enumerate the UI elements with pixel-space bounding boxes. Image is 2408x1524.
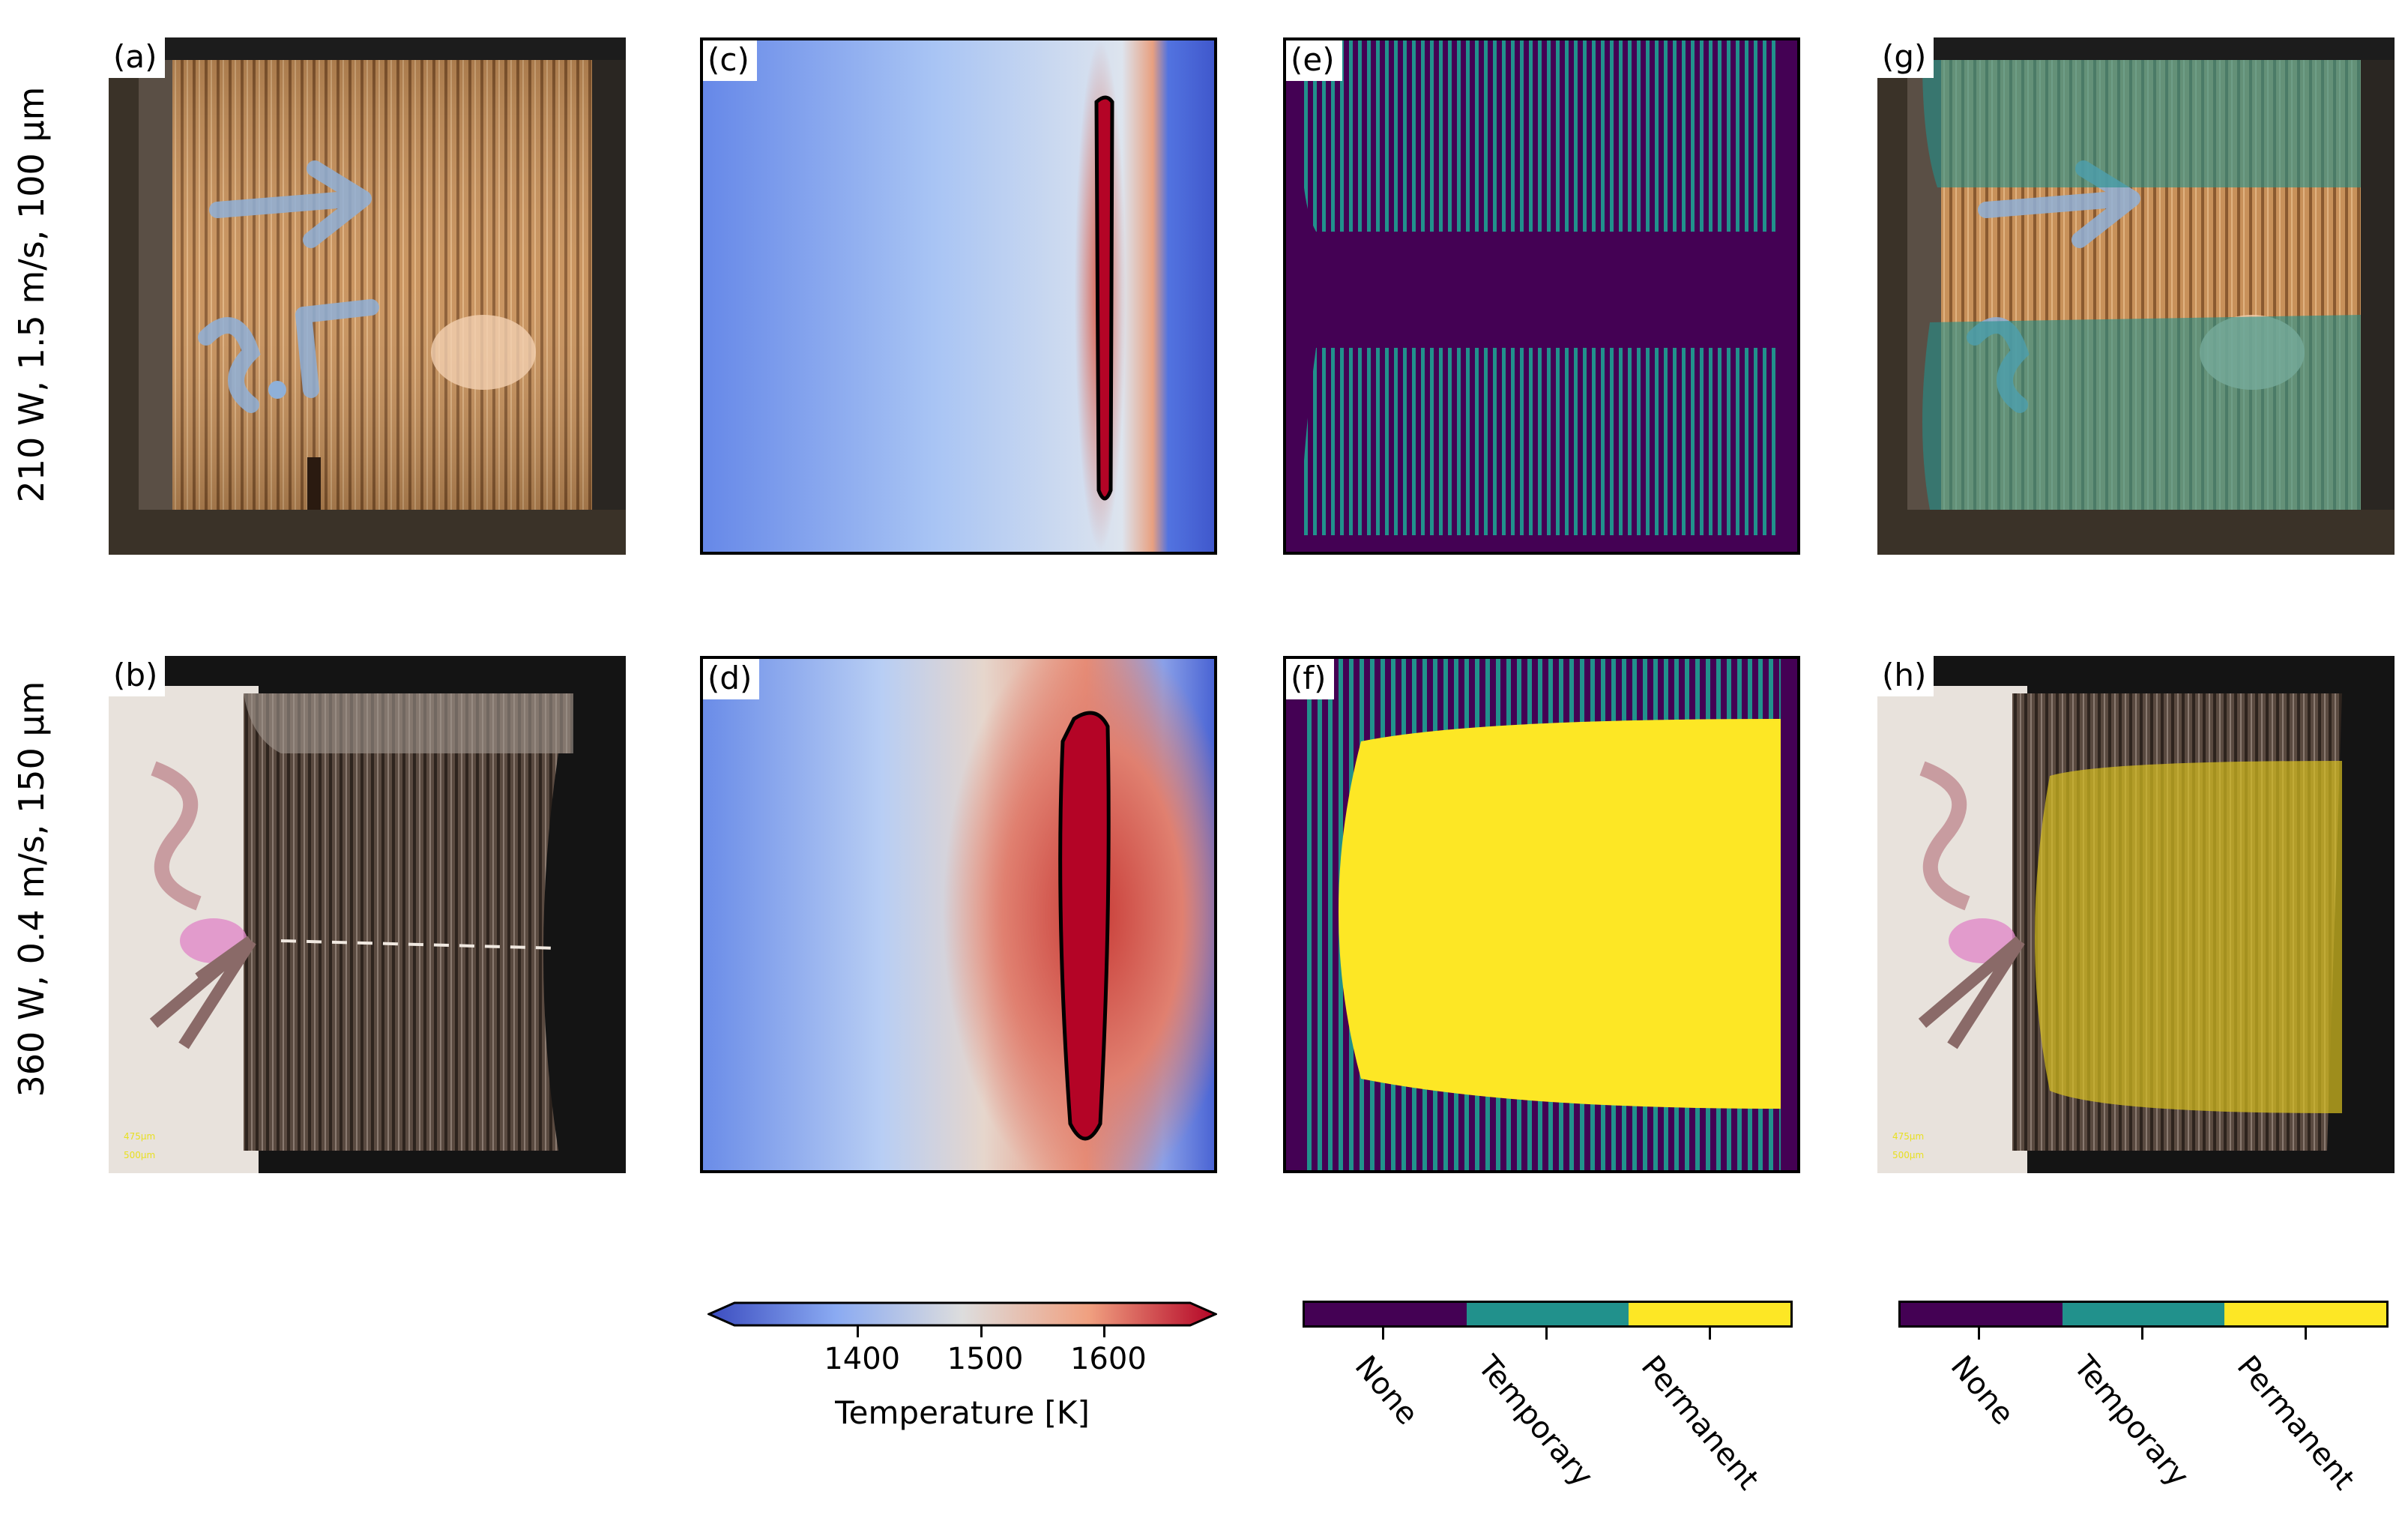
temperature-tick-label: 1400 <box>824 1342 901 1376</box>
scale-text-b1: 475μm <box>124 1131 155 1142</box>
temperature-axis-label: Temperature [K] <box>835 1394 1090 1431</box>
scale-text-h1: 475μm <box>1892 1131 1924 1142</box>
panel-label-b: (b) <box>109 656 166 696</box>
temperature-field-c <box>703 40 1214 552</box>
panel-label-d: (d) <box>703 659 760 699</box>
cbar2-seg-temporary <box>2063 1303 2224 1325</box>
cbar2-tick-permanent <box>2305 1328 2307 1340</box>
scale-text-b2: 500μm <box>124 1150 155 1160</box>
overlay-h-image: 475μm 500μm <box>1877 656 2395 1173</box>
cbar1-tick-temporary <box>1545 1328 1548 1340</box>
temperature-tick-mark <box>857 1325 860 1337</box>
cbar2-label-permanent: Permanent <box>2230 1349 2362 1497</box>
melt-map-f <box>1286 659 1797 1170</box>
cbar2-label-none: None <box>1943 1349 2021 1432</box>
panel-label-g: (g) <box>1877 37 1934 78</box>
panel-label-f: (f) <box>1286 659 1334 699</box>
scale-text-h2: 500μm <box>1892 1150 1924 1160</box>
row-label-top: 210 W, 1.5 m/s, 100 μm <box>11 86 52 503</box>
temperature-colorbar <box>707 1301 1217 1328</box>
cbar1-seg-temporary <box>1467 1303 1629 1325</box>
overlay-g-image <box>1877 37 2395 555</box>
panel-a-micrograph: (a) <box>109 37 626 555</box>
row-label-bottom: 360 W, 0.4 m/s, 150 μm <box>11 681 52 1097</box>
panel-e-melt-map: (e) <box>1283 37 1800 555</box>
cbar2-seg-none <box>1901 1303 2063 1325</box>
temperature-colorbar-gradient <box>707 1301 1217 1327</box>
panel-label-a: (a) <box>109 37 165 78</box>
panel-b-micrograph: 475μm 500μm (b) <box>109 656 626 1173</box>
panel-label-h: (h) <box>1877 656 1934 696</box>
temperature-tick-label: 1500 <box>947 1342 1024 1376</box>
temperature-field-d <box>703 659 1214 1170</box>
micrograph-a-image <box>109 37 626 555</box>
cbar1-seg-permanent <box>1629 1303 1790 1325</box>
panel-g-overlay: (g) <box>1877 37 2395 555</box>
melt-colorbar-2 <box>1898 1301 2389 1328</box>
cbar2-tick-temporary <box>2141 1328 2143 1340</box>
cbar1-label-temporary: Temporary <box>1470 1349 1600 1494</box>
panel-label-e: (e) <box>1286 40 1342 81</box>
panel-c-temperature-field: (c) <box>700 37 1217 555</box>
panel-h-overlay: 475μm 500μm (h) <box>1877 656 2395 1173</box>
cbar1-tick-none <box>1382 1328 1384 1340</box>
temperature-tick-mark <box>980 1325 983 1337</box>
panel-label-c: (c) <box>703 40 757 81</box>
temperature-tick-label: 1600 <box>1069 1342 1147 1376</box>
micrograph-b-image: 475μm 500μm <box>109 656 626 1173</box>
cbar1-tick-permanent <box>1709 1328 1711 1340</box>
cbar2-seg-permanent <box>2224 1303 2386 1325</box>
cbar1-label-none: None <box>1348 1349 1425 1432</box>
panel-d-temperature-field: (d) <box>700 656 1217 1173</box>
melt-colorbar-1 <box>1303 1301 1793 1328</box>
temperature-tick-mark <box>1102 1325 1105 1337</box>
melt-map-e <box>1286 40 1797 552</box>
cbar2-label-temporary: Temporary <box>2066 1349 2196 1494</box>
cbar1-label-permanent: Permanent <box>1634 1349 1766 1497</box>
panel-f-melt-map: (f) <box>1283 656 1800 1173</box>
cbar2-tick-none <box>1978 1328 1980 1340</box>
cbar1-seg-none <box>1305 1303 1467 1325</box>
